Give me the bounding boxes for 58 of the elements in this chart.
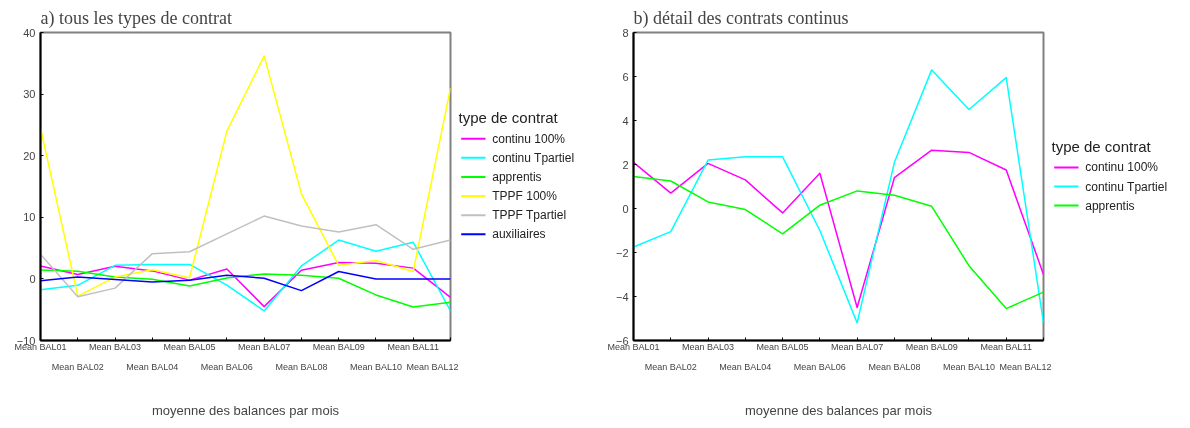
chart-title: b) détail des contrats continus [633, 7, 849, 29]
x-tick-label: Mean BAL12 [406, 361, 459, 372]
line-series [40, 270, 451, 292]
line-series [633, 149, 1044, 309]
legend-label: auxiliaires [492, 227, 546, 242]
x-tick-label: Mean BAL04 [126, 361, 179, 372]
x-tick-label: Mean BAL02 [51, 361, 104, 372]
x-tick-label: Mean BAL02 [644, 361, 697, 372]
legend-title: type de contrat [1051, 137, 1152, 155]
x-tick-label: Mean BAL10 [349, 361, 402, 372]
y-tick-label: −4 [615, 290, 629, 303]
line-series [40, 239, 451, 312]
x-tick-label: Mean BAL06 [200, 361, 253, 372]
x-tick-label: Mean BAL10 [942, 361, 995, 372]
x-tick-label: Mean BAL08 [275, 361, 328, 372]
x-tick-label: Mean BAL06 [793, 361, 846, 372]
x-tick-label: Mean BAL12 [999, 361, 1052, 372]
x-tick-label: Mean BAL07 [238, 341, 291, 352]
y-tick-label: 10 [23, 211, 36, 224]
legend-label: continu Tpartiel [492, 150, 575, 165]
y-tick-label: 6 [622, 70, 629, 83]
y-tick-label: 20 [23, 149, 36, 162]
x-tick-label: Mean BAL04 [719, 361, 772, 372]
x-tick-label: Mean BAL09 [312, 341, 365, 352]
legend-label: continu 100% [492, 131, 566, 146]
legend-label: TPPF 100% [492, 189, 558, 204]
legend-title: type de contrat [458, 109, 559, 127]
legend-label: continu Tpartiel [1085, 179, 1168, 194]
x-tick-label: Mean BAL05 [756, 341, 809, 352]
x-tick-label: Mean BAL09 [905, 341, 958, 352]
y-tick-label: 40 [23, 26, 36, 39]
y-tick-label: 2 [622, 158, 629, 171]
x-tick-label: Mean BAL11 [980, 341, 1032, 352]
legend-label: apprentis [492, 169, 542, 184]
x-axis-title: moyenne des balances par mois [151, 402, 340, 418]
x-tick-label: Mean BAL05 [163, 341, 216, 352]
y-tick-label: 30 [23, 88, 36, 101]
line-series [40, 261, 451, 308]
x-tick-label: Mean BAL08 [868, 361, 921, 372]
y-tick-label: −2 [615, 246, 629, 259]
y-tick-label: 0 [622, 202, 629, 215]
legend-label: continu 100% [1085, 160, 1159, 175]
chart-title: a) tous les types de contrat [40, 7, 232, 29]
y-tick-label: 8 [622, 26, 629, 39]
line-series [40, 269, 451, 308]
line-series [633, 69, 1044, 324]
x-tick-label: Mean BAL11 [387, 341, 439, 352]
y-tick-label: 0 [29, 272, 36, 285]
x-axis-title: moyenne des balances par mois [744, 402, 933, 418]
y-tick-label: 4 [622, 114, 629, 127]
x-tick-label: Mean BAL07 [831, 341, 884, 352]
legend-label: apprentis [1085, 198, 1135, 213]
line-series [40, 55, 451, 297]
legend-label: TPPF Tpartiel [492, 208, 567, 223]
line-series [40, 215, 451, 298]
x-tick-label: Mean BAL03 [682, 341, 735, 352]
x-tick-label: Mean BAL03 [89, 341, 142, 352]
line-series [633, 175, 1044, 310]
